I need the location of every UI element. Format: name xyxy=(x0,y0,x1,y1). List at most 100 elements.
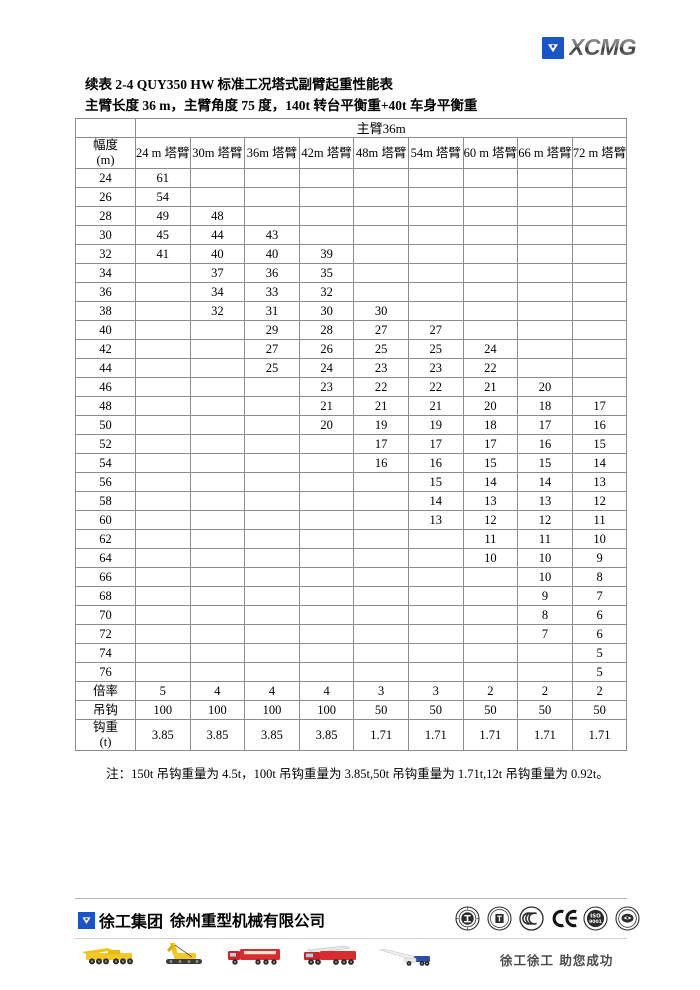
cell-radius: 36 xyxy=(75,282,136,302)
cell-capacity: 15 xyxy=(517,453,573,473)
table-row: 60 13 12 12 11 xyxy=(75,510,628,530)
cell-capacity: 18 xyxy=(462,415,519,435)
cell-capacity xyxy=(244,605,300,625)
table-row: 44 25 24 23 23 22 xyxy=(75,358,628,378)
cell-capacity xyxy=(462,586,519,606)
cell-capacity: 17 xyxy=(462,434,519,454)
cell-capacity xyxy=(407,225,464,245)
cell-capacity xyxy=(189,662,246,682)
company-slogan: 徐工徐工 助您成功 xyxy=(500,953,614,968)
cell-capacity xyxy=(517,301,573,321)
cell-capacity xyxy=(189,377,246,397)
cell-capacity xyxy=(244,586,300,606)
cell-capacity: 21 xyxy=(353,396,409,416)
cell-capacity: 24 xyxy=(298,358,355,378)
summary-value: 100 xyxy=(244,700,300,720)
table-note: 注：150t 吊钩重量为 4.5t，100t 吊钩重量为 3.85t,50t 吊… xyxy=(106,767,609,781)
cell-capacity xyxy=(517,206,573,226)
cell-capacity xyxy=(135,263,191,283)
cell-capacity xyxy=(517,263,573,283)
table-row: 38 32 31 30 30 xyxy=(75,301,628,321)
cell-capacity xyxy=(407,605,464,625)
summary-value: 1.71 xyxy=(462,719,519,751)
cell-radius: 48 xyxy=(75,396,136,416)
cell-capacity: 8 xyxy=(571,567,628,587)
summary-value: 4 xyxy=(189,681,246,701)
cell-capacity xyxy=(353,472,409,492)
cell-capacity xyxy=(462,168,519,188)
cell-capacity xyxy=(298,605,355,625)
cell-capacity: 14 xyxy=(517,472,573,492)
cell-radius: 58 xyxy=(75,491,136,511)
cell-capacity xyxy=(298,472,355,492)
cell-capacity: 19 xyxy=(353,415,409,435)
cell-radius: 42 xyxy=(75,339,136,359)
column-header-jib-5: 54m 塔臂 xyxy=(407,137,464,169)
cell-capacity xyxy=(135,358,191,378)
cell-capacity xyxy=(462,662,519,682)
concrete-pump-truck-thumbnail xyxy=(224,945,284,972)
inspection-seal-icon xyxy=(487,906,512,931)
cell-capacity xyxy=(517,643,573,663)
cell-capacity xyxy=(298,453,355,473)
cell-capacity: 17 xyxy=(353,434,409,454)
cell-capacity xyxy=(298,491,355,511)
cell-capacity: 18 xyxy=(517,396,573,416)
cell-capacity: 20 xyxy=(517,377,573,397)
cell-capacity xyxy=(298,643,355,663)
cell-capacity: 14 xyxy=(462,472,519,492)
cell-capacity: 49 xyxy=(135,206,191,226)
cell-capacity xyxy=(244,206,300,226)
cell-capacity xyxy=(462,605,519,625)
cell-capacity xyxy=(353,567,409,587)
cell-capacity: 29 xyxy=(244,320,300,340)
summary-value: 100 xyxy=(189,700,246,720)
mobile-crane-thumbnail xyxy=(78,943,140,972)
xcmg-emblem-icon xyxy=(542,36,564,59)
enterprise-seal-icon xyxy=(615,906,640,931)
cell-capacity: 26 xyxy=(298,339,355,359)
cell-capacity xyxy=(244,415,300,435)
cell-capacity: 19 xyxy=(407,415,464,435)
cell-capacity: 7 xyxy=(517,624,573,644)
cell-capacity: 23 xyxy=(353,358,409,378)
cell-capacity: 10 xyxy=(462,548,519,568)
cell-capacity: 16 xyxy=(571,415,628,435)
cell-capacity xyxy=(298,206,355,226)
cell-capacity: 31 xyxy=(244,301,300,321)
cell-capacity xyxy=(135,510,191,530)
cell-capacity xyxy=(135,605,191,625)
cell-capacity xyxy=(135,548,191,568)
cell-capacity xyxy=(244,396,300,416)
cell-capacity xyxy=(517,282,573,302)
ce-mark-icon xyxy=(551,906,577,931)
summary-value: 1.71 xyxy=(353,719,409,751)
cell-radius: 76 xyxy=(75,662,136,682)
column-header-jib-6: 60 m 塔臂 xyxy=(462,137,519,169)
cell-radius: 70 xyxy=(75,605,136,625)
cell-capacity xyxy=(517,662,573,682)
cell-capacity xyxy=(189,567,246,587)
cell-capacity xyxy=(135,453,191,473)
xcmg-wordmark: XCMG xyxy=(569,34,637,60)
cell-capacity: 17 xyxy=(571,396,628,416)
cell-capacity xyxy=(462,187,519,207)
table-row: 68 9 7 xyxy=(75,586,628,606)
cell-capacity xyxy=(298,529,355,549)
summary-label-line1: 钩重 xyxy=(92,720,118,734)
column-header-jib-4: 48m 塔臂 xyxy=(353,137,409,169)
column-header-jib-2: 36m 塔臂 xyxy=(244,137,300,169)
cell-capacity: 16 xyxy=(353,453,409,473)
cell-capacity: 35 xyxy=(298,263,355,283)
cell-capacity: 15 xyxy=(571,434,628,454)
cell-capacity: 13 xyxy=(407,510,464,530)
cell-capacity: 15 xyxy=(407,472,464,492)
cell-radius: 38 xyxy=(75,301,136,321)
cell-capacity xyxy=(571,244,628,264)
cell-capacity: 25 xyxy=(244,358,300,378)
cell-capacity xyxy=(298,510,355,530)
cell-capacity xyxy=(244,491,300,511)
lifting-capacity-table: 主臂36m 幅度 (m) 24 m 塔臂 30m 塔臂 36m 塔臂 42m 塔臂 48m 塔… xyxy=(75,118,628,751)
footer-brand-name: 徐工集团 xyxy=(99,912,164,931)
cell-capacity: 30 xyxy=(298,301,355,321)
